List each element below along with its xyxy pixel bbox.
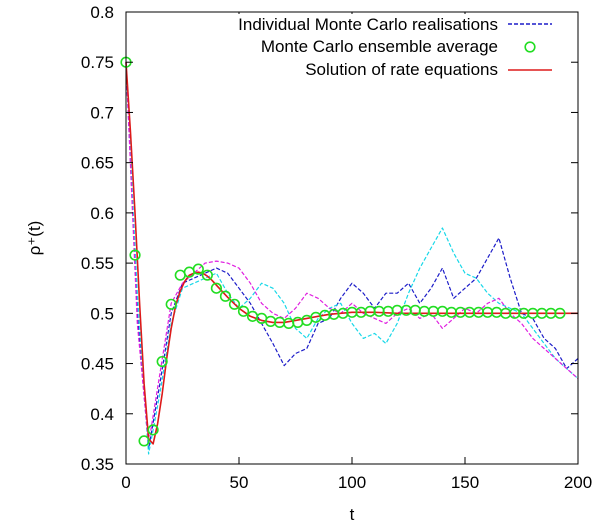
realisation-line	[125, 62, 579, 450]
ensemble-average-point	[129, 249, 141, 261]
x-tick-label: 200	[564, 473, 592, 492]
series-layer	[120, 56, 579, 455]
ensemble-average-point	[201, 269, 213, 281]
ensemble-average-point	[237, 305, 250, 317]
x-tick-label: 50	[230, 473, 249, 492]
legend-label-rate-equations: Solution of rate equations	[305, 60, 498, 79]
x-tick-label: 100	[338, 473, 366, 492]
legend: Individual Monte Carlo realisations Mont…	[146, 14, 570, 84]
y-axis-title: ρ⁺(t)	[25, 221, 44, 256]
x-tick-label: 0	[121, 473, 130, 492]
y-tick-label: 0.75	[81, 53, 114, 72]
y-tick-label: 0.8	[90, 3, 114, 22]
ensemble-average-point	[147, 424, 159, 436]
y-tick-label: 0.65	[81, 154, 114, 173]
legend-label-ensemble: Monte Carlo ensemble average	[261, 37, 498, 56]
x-tick-label: 150	[451, 473, 479, 492]
ensemble-average-point	[192, 263, 204, 275]
y-tick-label: 0.55	[81, 254, 114, 273]
y-tick-label: 0.6	[90, 204, 114, 223]
legend-swatch-ensemble	[524, 41, 536, 53]
realisation-line	[125, 62, 579, 445]
y-tick-label: 0.7	[90, 103, 114, 122]
y-tick-label: 0.45	[81, 355, 114, 374]
ensemble-average-point	[228, 298, 241, 310]
ensemble-average-point	[138, 435, 150, 447]
y-tick-label: 0.4	[90, 405, 114, 424]
ensemble-average-point	[165, 298, 177, 310]
y-tick-label: 0.5	[90, 304, 114, 323]
legend-background	[146, 14, 570, 84]
realisation-line	[125, 62, 579, 455]
legend-label-realisations: Individual Monte Carlo realisations	[238, 15, 498, 34]
ensemble-average-point	[554, 307, 566, 319]
ensemble-average-point	[210, 282, 222, 294]
ensemble-average-point	[219, 290, 232, 302]
ticks-layer: 0 50 100 150 200 0.35 0.4 0.45 0.5 0.55 0.6 0.65 0.7…	[81, 3, 592, 492]
x-axis-title: t	[350, 505, 355, 524]
y-tick-label: 0.35	[81, 455, 114, 474]
ensemble-average-point	[156, 355, 168, 368]
